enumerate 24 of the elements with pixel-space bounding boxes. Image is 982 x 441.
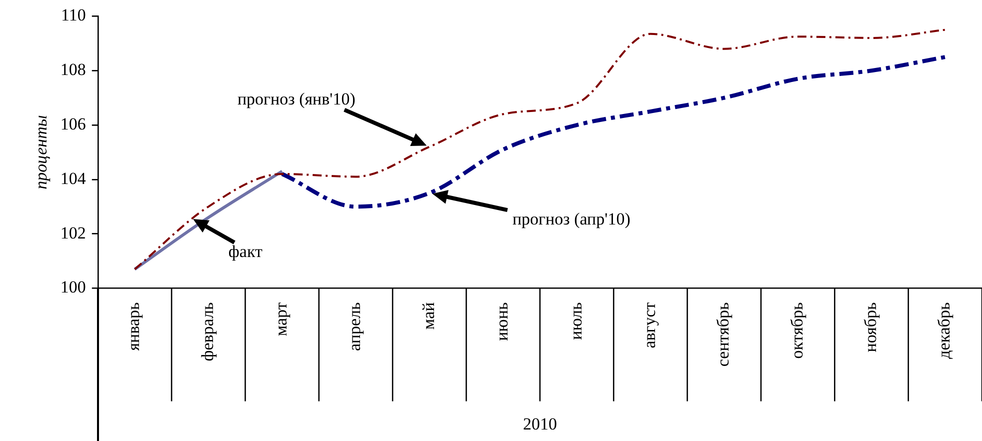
x-tick-label: октябрь — [787, 302, 806, 359]
y-axis-title: проценты — [32, 115, 51, 190]
x-axis-title: 2010 — [522, 414, 557, 434]
y-tick-label: 104 — [60, 168, 86, 188]
line-series — [134, 28, 946, 270]
x-tick-label: март — [272, 302, 291, 336]
x-tick-label: май — [418, 302, 438, 330]
y-tick-label: 110 — [61, 6, 86, 25]
y-tick-label: 102 — [60, 223, 86, 242]
y-tick-label: 100 — [60, 278, 86, 297]
y-tick-label: 106 — [60, 114, 86, 134]
x-tick-label: декабрь — [934, 302, 954, 359]
x-tick-label: сентябрь — [714, 302, 733, 367]
x-tick-label: январь — [124, 302, 144, 351]
y-tick-label: 108 — [60, 60, 86, 80]
x-tick-label: ноябрь — [860, 302, 880, 352]
x-tick-label: апрель — [345, 302, 364, 351]
annotation: факт — [228, 242, 264, 262]
x-tick-label: август — [640, 302, 659, 348]
annotation: прогноз (апр'10) — [512, 210, 630, 229]
x-tick-label: февраль — [198, 302, 217, 362]
annotation: прогноз (янв'10) — [237, 89, 356, 108]
x-tick-label: июль — [566, 302, 586, 340]
x-tick-label: июнь — [492, 302, 512, 341]
